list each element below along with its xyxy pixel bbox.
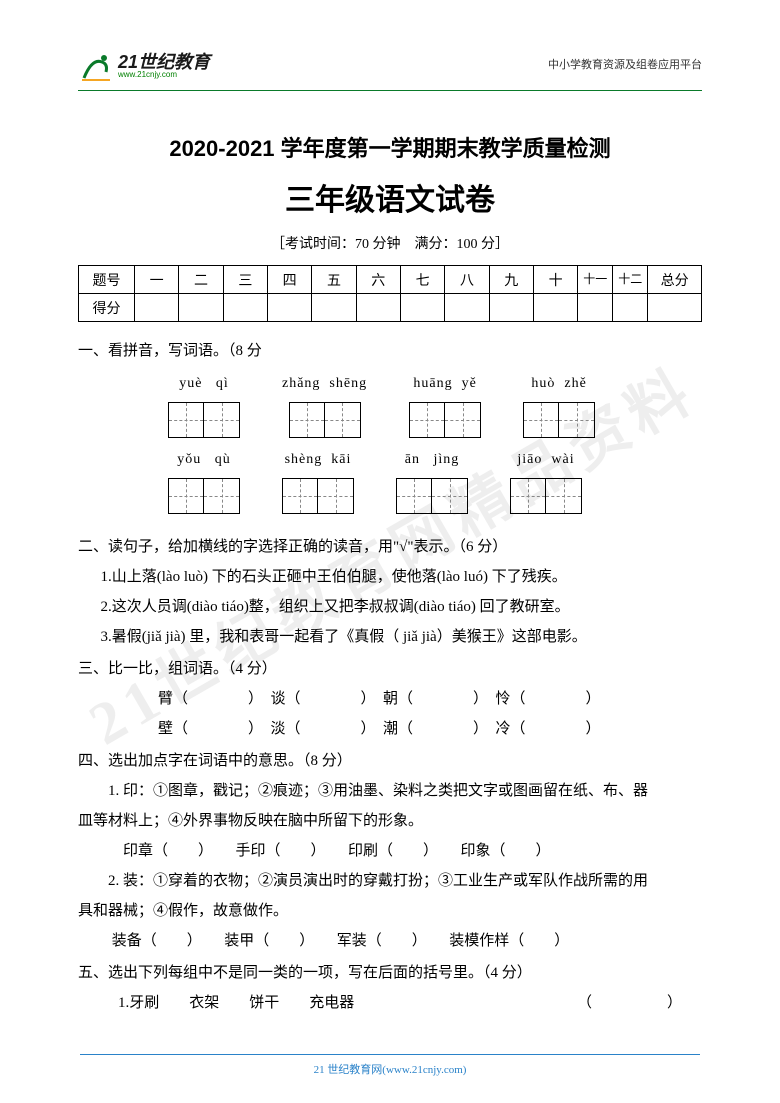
pinyin-label: yuè qì <box>179 370 229 398</box>
q5-row: 1.牙刷 衣架 饼干 充电器 （ ） <box>78 988 702 1018</box>
row-label: 得分 <box>79 294 135 322</box>
page-content: 21世纪教育 www.21cnjy.com 中小学教育资源及组卷应用平台 202… <box>0 0 780 1058</box>
col-header: 四 <box>267 266 311 294</box>
score-cell <box>356 294 400 322</box>
pinyin-block: shèng kāi <box>282 446 354 514</box>
tianzige <box>396 478 468 514</box>
pinyin-block: yuè qì <box>168 370 240 438</box>
col-header: 三 <box>223 266 267 294</box>
pinyin-block: jiāo wài <box>510 446 582 514</box>
col-header: 十一 <box>578 266 613 294</box>
tianzige <box>510 478 582 514</box>
q1-title: 一、看拼音，写词语。（8 分 <box>78 336 702 366</box>
q2-s3: 3.暑假(jiǎ jià) 里，我和表哥一起看了《真假（ jiǎ jià）美猴王… <box>78 622 702 652</box>
row-label: 题号 <box>79 266 135 294</box>
q2-s2: 2.这次人员调(diào tiáo)整，组织上又把李叔叔调(diào tiáo)… <box>78 592 702 622</box>
page-header: 21世纪教育 www.21cnjy.com 中小学教育资源及组卷应用平台 <box>78 48 702 84</box>
pinyin-row-2: yǒu qù shèng kāi ān jìng jiāo wài <box>78 446 702 514</box>
exam-meta: ［考试时间：70 分钟 满分：100 分］ <box>78 233 702 253</box>
score-cell <box>135 294 179 322</box>
col-header: 五 <box>312 266 356 294</box>
col-header: 六 <box>356 266 400 294</box>
pinyin-block: ān jìng <box>396 446 468 514</box>
pinyin-label: huāng yě <box>413 370 476 398</box>
list-item: 充电器 <box>309 988 354 1018</box>
score-cell <box>445 294 489 322</box>
q4-p1b: 皿等材料上；④外界事物反映在脑中所留下的形象。 <box>78 806 702 836</box>
q3-row2: 壁（ ） 淡（ ） 潮（ ） 冷（ ） <box>158 714 601 744</box>
score-table: 题号 一 二 三 四 五 六 七 八 九 十 十一 十二 总分 得分 <box>78 265 702 322</box>
score-cell <box>578 294 613 322</box>
pinyin-label: huò zhě <box>531 370 586 398</box>
pinyin-block: huāng yě <box>409 370 481 438</box>
pinyin-block: yǒu qù <box>168 446 240 514</box>
table-row: 得分 <box>79 294 702 322</box>
score-cell <box>533 294 577 322</box>
col-header: 七 <box>400 266 444 294</box>
question-5: 五、选出下列每组中不是同一类的一项，写在后面的括号里。（4 分） 1.牙刷 衣架… <box>78 958 702 1018</box>
score-cell <box>267 294 311 322</box>
question-2: 二、读句子，给加横线的字选择正确的读音，用"√"表示。（6 分） 1.山上落(l… <box>78 532 702 652</box>
score-cell <box>312 294 356 322</box>
col-header: 九 <box>489 266 533 294</box>
score-cell <box>489 294 533 322</box>
col-header: 十二 <box>613 266 648 294</box>
col-header: 二 <box>179 266 223 294</box>
pinyin-block: zhǎng shēng <box>282 370 367 438</box>
document-title-line1: 2020-2021 学年度第一学期期末教学质量检测 <box>78 131 702 163</box>
pinyin-label: yǒu qù <box>177 446 231 474</box>
tianzige <box>289 402 361 438</box>
pinyin-block: huò zhě <box>523 370 595 438</box>
col-header: 一 <box>135 266 179 294</box>
table-row: 题号 一 二 三 四 五 六 七 八 九 十 十一 十二 总分 <box>79 266 702 294</box>
col-header: 十 <box>533 266 577 294</box>
footer-text: 21 世纪教育网(www.21cnjy.com) <box>314 1064 467 1076</box>
score-cell <box>223 294 267 322</box>
score-cell <box>400 294 444 322</box>
tianzige <box>168 402 240 438</box>
tianzige <box>168 478 240 514</box>
header-right-text: 中小学教育资源及组卷应用平台 <box>548 48 702 72</box>
question-1: 一、看拼音，写词语。（8 分 yuè qì zhǎng shēng huāng … <box>78 336 702 514</box>
q2-s1: 1.山上落(lào luò) 下的石头正砸中王伯伯腿，使他落(lào luó) … <box>78 562 702 592</box>
logo: 21世纪教育 www.21cnjy.com <box>78 48 210 84</box>
list-item: 饼干 <box>249 988 279 1018</box>
pinyin-label: shèng kāi <box>285 446 352 474</box>
q4-p2b: 具和器械；④假作，故意做作。 <box>78 896 702 926</box>
col-header-total: 总分 <box>648 266 702 294</box>
question-3: 三、比一比，组词语。（4 分） 臂（ ） 谈（ ） 朝（ ） 怜（ ） 壁（ ）… <box>78 654 702 744</box>
document-title-line2: 三年级语文试卷 <box>78 175 702 219</box>
col-header: 八 <box>445 266 489 294</box>
q4-p2c: 装备（ ） 装甲（ ） 军装（ ） 装模作样（ ） <box>78 926 702 956</box>
tianzige <box>409 402 481 438</box>
q4-p1a: 1. 印：①图章，戳记；②痕迹；③用油墨、染料之类把文字或图画留在纸、布、器 <box>78 776 702 806</box>
q3-row1: 臂（ ） 谈（ ） 朝（ ） 怜（ ） <box>158 684 601 714</box>
q4-p1c: 印章（ ） 手印（ ） 印刷（ ） 印象（ ） <box>78 836 702 866</box>
answer-blank: （ ） <box>577 988 702 1018</box>
pinyin-row-1: yuè qì zhǎng shēng huāng yě huò zhě <box>78 370 702 438</box>
pinyin-label: jiāo wài <box>517 446 574 474</box>
pinyin-label: ān jìng <box>405 446 460 474</box>
score-cell <box>613 294 648 322</box>
logo-text: 21世纪教育 <box>118 53 210 71</box>
q4-p2a: 2. 装：①穿着的衣物；②演员演出时的穿戴打扮；③工业生产或军队作战所需的用 <box>78 866 702 896</box>
score-cell <box>648 294 702 322</box>
runner-icon <box>78 48 114 84</box>
q5-title: 五、选出下列每组中不是同一类的一项，写在后面的括号里。（4 分） <box>78 958 702 988</box>
tianzige <box>282 478 354 514</box>
q3-title: 三、比一比，组词语。（4 分） <box>78 654 702 684</box>
header-divider <box>78 90 702 91</box>
list-item: 1.牙刷 <box>118 988 159 1018</box>
list-item: 衣架 <box>189 988 219 1018</box>
score-cell <box>179 294 223 322</box>
q4-title: 四、选出加点字在词语中的意思。（8 分） <box>78 746 702 776</box>
q2-title: 二、读句子，给加横线的字选择正确的读音，用"√"表示。（6 分） <box>78 532 702 562</box>
logo-url: www.21cnjy.com <box>118 71 210 79</box>
pinyin-label: zhǎng shēng <box>282 370 367 398</box>
question-4: 四、选出加点字在词语中的意思。（8 分） 1. 印：①图章，戳记；②痕迹；③用油… <box>78 746 702 956</box>
tianzige <box>523 402 595 438</box>
